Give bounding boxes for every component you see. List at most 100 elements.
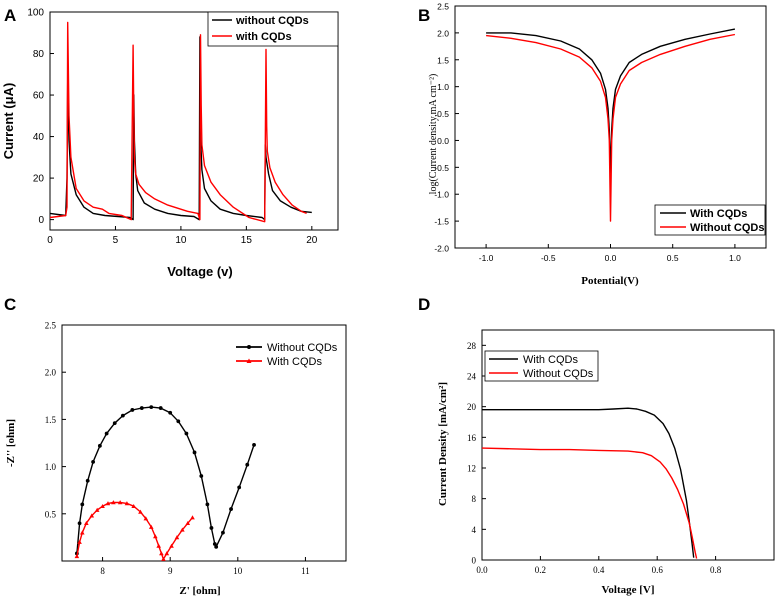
data-point-c-1-20	[169, 543, 174, 548]
data-point-c-1-9	[117, 500, 123, 505]
y-tick-label-d-1: 4	[472, 525, 477, 535]
data-point-c-0-1	[77, 521, 82, 526]
x-axis-title-d: Voltage [V]	[601, 584, 654, 596]
data-point-c-1-0	[74, 553, 80, 559]
series-line-b-0	[486, 28, 736, 174]
data-point-c-0-2	[80, 502, 85, 507]
data-point-c-0-18	[205, 502, 210, 507]
data-point-c-0-8	[120, 413, 125, 418]
data-point-c-0-5	[97, 443, 102, 448]
legend-c: Without CQDs With CQDs	[236, 342, 338, 368]
x-tick-label-b-3: 0.5	[667, 253, 679, 263]
data-point-c-0-23	[229, 507, 233, 511]
data-point-c-1-3	[84, 520, 89, 526]
legend-box-b	[654, 204, 766, 236]
legend-label-c-0: Without CQDs	[267, 342, 338, 354]
series-line-a-1	[49, 21, 307, 223]
data-point-c-0-16	[192, 450, 197, 455]
data-point-c-1-10	[124, 501, 130, 506]
data-point-c-0-14	[176, 419, 181, 424]
data-point-c-1-4	[89, 513, 95, 518]
y-tick-label-c-1: 1.0	[45, 462, 57, 472]
y-axis-title-b: log(Current density,mA cm⁻²)	[428, 74, 439, 195]
y-tick-label-a-4: 80	[33, 49, 45, 60]
x-tick-label-d-4: 0.8	[710, 565, 722, 575]
legend-label-b-1: Without CQDs	[690, 222, 764, 234]
data-point-c-0-6	[104, 431, 109, 436]
data-point-c-0-3	[85, 478, 90, 483]
data-point-c-1-15	[153, 534, 158, 539]
y-tick-label-b-3: -0.5	[434, 163, 449, 173]
ticks-a: 0 5 10 15 20 0 20 40 60 80 100	[27, 8, 318, 247]
legend-b: With CQDs Without CQDs	[654, 204, 766, 236]
legend-label-d-1: Without CQDs	[523, 368, 594, 380]
x-tick-label-d-1: 0.2	[535, 565, 546, 575]
x-tick-label-d-2: 0.4	[593, 565, 605, 575]
data-point-c-1-18	[161, 556, 166, 561]
plot-area-c	[74, 405, 256, 561]
data-point-c-0-26	[252, 442, 256, 447]
legend-d: With CQDs Without CQDs	[484, 350, 599, 382]
x-tick-label-a-3: 15	[241, 235, 253, 246]
legend-marker-c-1	[246, 358, 252, 363]
y-axis-title-c: -Z'' [ohm]	[5, 419, 17, 467]
y-tick-label-b-6: 1.0	[437, 82, 449, 92]
x-tick-label-a-2: 10	[175, 235, 187, 246]
x-axis-title-c: Z' [ohm]	[179, 585, 220, 597]
data-point-c-0-13	[168, 410, 173, 415]
y-tick-label-c-4: 2.5	[45, 321, 57, 331]
y-tick-label-b-2: -1.0	[434, 190, 449, 200]
y-tick-label-b-1: -1.5	[434, 217, 449, 227]
data-point-c-1-11	[131, 503, 136, 509]
y-tick-label-c-0: 0.5	[45, 509, 57, 519]
x-tick-label-b-4: 1.0	[729, 253, 741, 263]
legend-box-a	[207, 11, 339, 47]
panel-c: C 8 9 10 11 0.5 1.0 1.5 2.0 2.5 Z' [ohm] -Z'' [o…	[4, 295, 347, 597]
data-point-c-1-21	[174, 535, 180, 540]
ticks-c: 8 9 10 11 0.5 1.0 1.5 2.0 2.5	[45, 321, 310, 577]
y-tick-label-b-7: 1.5	[437, 55, 449, 65]
x-tick-label-a-1: 5	[113, 235, 119, 246]
legend-label-b-0: With CQDs	[690, 208, 747, 220]
y-tick-label-b-0: -2.0	[434, 244, 449, 254]
data-point-c-1-6	[100, 503, 105, 509]
x-axis-title-b: Potential(V)	[581, 275, 639, 287]
y-tick-label-d-7: 28	[467, 341, 477, 351]
ticks-b: -1.0 -0.5 0.0 0.5 1.0 -2.0 -1.5 -1.0 -0.5 0.0 0.5 1…	[434, 2, 741, 264]
data-point-c-0-22	[221, 530, 225, 535]
data-point-c-1-8	[111, 500, 116, 505]
data-point-c-1-24	[190, 515, 195, 520]
series-line-a-0	[49, 36, 312, 221]
x-tick-label-d-3: 0.6	[652, 565, 664, 575]
data-point-c-1-1	[77, 539, 82, 544]
y-tick-label-b-8: 2.0	[437, 28, 449, 38]
data-point-c-0-25	[245, 462, 250, 467]
y-tick-label-a-0: 0	[38, 215, 44, 226]
data-point-c-1-7	[105, 501, 111, 506]
data-point-c-0-12	[158, 406, 163, 410]
data-point-c-1-16	[156, 543, 161, 548]
data-point-c-0-4	[91, 459, 96, 464]
data-point-c-0-10	[139, 406, 144, 410]
data-point-c-1-13	[143, 516, 149, 521]
series-line-d-0	[482, 407, 695, 558]
y-tick-label-d-5: 20	[467, 402, 477, 412]
panel-label-a: A	[4, 6, 16, 25]
x-tick-label-c-0: 8	[100, 566, 105, 576]
x-tick-label-b-2: 0.0	[605, 253, 617, 263]
y-axis-title-d: Current Density [mA/cm²]	[437, 382, 449, 506]
plot-area-a	[49, 21, 312, 223]
series-line-b-1	[486, 33, 736, 222]
y-tick-label-a-1: 20	[33, 174, 45, 185]
x-axis-title-a: Voltage (v)	[167, 264, 233, 279]
y-tick-label-b-9: 2.5	[437, 2, 449, 12]
legend-a: without CQDs with CQDs	[207, 11, 339, 47]
legend-label-a-0: without CQDs	[235, 15, 309, 27]
x-tick-label-c-3: 11	[301, 566, 310, 576]
y-tick-label-d-3: 12	[467, 464, 476, 474]
ticks-d: 0.0 0.2 0.4 0.6 0.8 0 4 8 12 16 20 24 28	[467, 341, 722, 575]
panel-d: D 0.0 0.2 0.4 0.6 0.8 0 4 8 12 16 20 24 28 Voltage […	[418, 295, 775, 596]
data-point-c-1-19	[164, 551, 170, 556]
plot-frame-d	[481, 329, 775, 561]
legend-label-c-1: With CQDs	[267, 356, 323, 368]
